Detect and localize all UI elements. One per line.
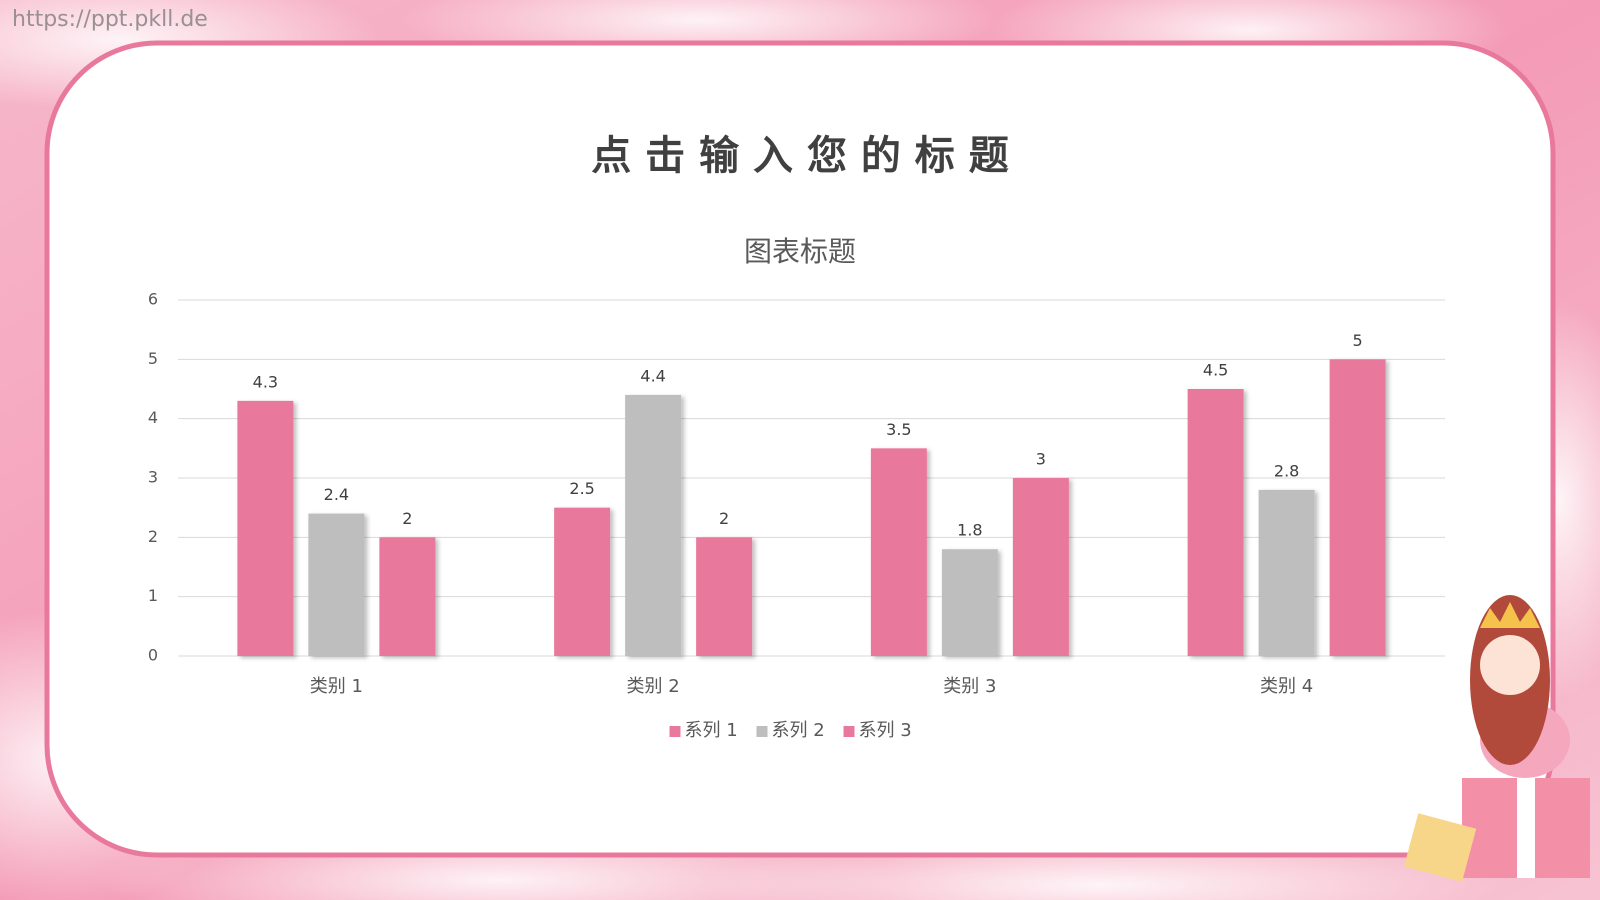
chart-title: 图表标题 xyxy=(744,235,856,268)
bar xyxy=(1258,489,1315,656)
y-tick-label: 4 xyxy=(148,408,158,427)
data-label: 3.5 xyxy=(886,420,911,439)
bar xyxy=(1329,359,1386,656)
y-tick-label: 5 xyxy=(148,349,158,368)
bar xyxy=(870,448,927,656)
data-label: 2.8 xyxy=(1274,461,1299,480)
x-tick-label: 类别 3 xyxy=(943,676,996,697)
data-label: 5 xyxy=(1353,331,1363,350)
character-decoration xyxy=(1404,595,1590,882)
data-label: 1.8 xyxy=(957,521,982,540)
bar xyxy=(696,537,753,656)
y-tick-label: 2 xyxy=(148,527,158,546)
bar xyxy=(308,513,365,656)
y-tick-label: 1 xyxy=(148,586,158,605)
legend-label: 系列 2 xyxy=(772,720,825,741)
y-tick-label: 3 xyxy=(148,468,158,487)
legend-label: 系列 3 xyxy=(859,720,912,741)
bar xyxy=(237,400,294,656)
bar xyxy=(1012,478,1069,656)
data-label: 4.3 xyxy=(253,372,278,391)
data-label: 2 xyxy=(402,509,412,528)
slide-title: 点 击 输 入 您 的 标 题 xyxy=(591,133,1008,179)
watermark: https://ppt.pkll.de xyxy=(12,7,208,32)
bar xyxy=(625,394,682,656)
legend-label: 系列 1 xyxy=(685,720,738,741)
legend-swatch xyxy=(669,726,681,737)
bar xyxy=(379,537,436,656)
y-tick-label: 6 xyxy=(148,290,158,309)
data-label: 4.4 xyxy=(640,366,665,385)
legend-swatch xyxy=(756,726,768,737)
x-tick-label: 类别 2 xyxy=(627,676,680,697)
x-tick-label: 类别 1 xyxy=(310,676,363,697)
bar xyxy=(1187,389,1244,656)
legend-swatch xyxy=(843,726,855,737)
data-label: 2.5 xyxy=(569,479,594,498)
data-label: 4.5 xyxy=(1203,361,1228,380)
bar xyxy=(554,507,611,656)
y-tick-label: 0 xyxy=(148,646,158,665)
data-label: 3 xyxy=(1036,450,1046,469)
data-label: 2 xyxy=(719,509,729,528)
bar xyxy=(941,549,998,656)
x-tick-label: 类别 4 xyxy=(1260,676,1313,697)
data-label: 2.4 xyxy=(324,485,349,504)
